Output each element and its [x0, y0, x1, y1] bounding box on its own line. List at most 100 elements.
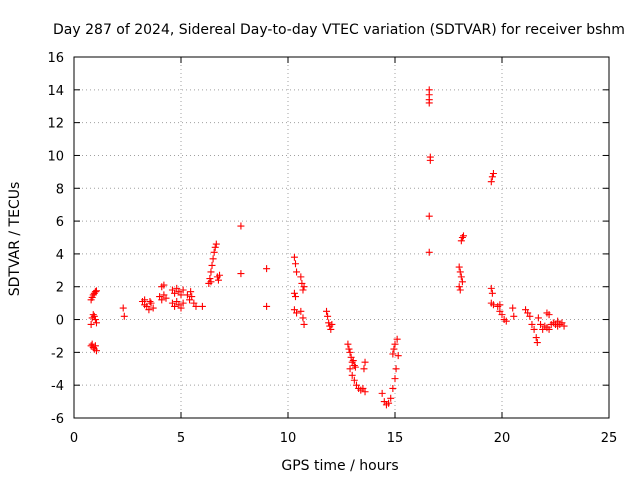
y-tick-label: 8: [56, 182, 64, 197]
x-tick-label: 20: [494, 431, 511, 446]
data-point: [537, 320, 545, 328]
grid-lines: [74, 57, 609, 418]
data-point: [188, 293, 196, 301]
data-point: [350, 376, 358, 384]
data-point: [346, 365, 354, 373]
data-point: [554, 317, 562, 325]
y-tick-label: 10: [47, 149, 64, 164]
data-point: [502, 317, 510, 325]
axis-ticks: 0 5 10 15 20 25 -6 -4 -2 0 2 4 6 8 10 12 14 16: [47, 51, 617, 446]
data-point: [323, 307, 331, 315]
data-point: [209, 255, 217, 263]
data-point: [488, 289, 496, 297]
data-point: [545, 325, 553, 333]
data-point: [530, 325, 538, 333]
data-point: [385, 399, 393, 407]
data-point: [488, 173, 496, 181]
data-point: [162, 294, 170, 302]
data-point: [208, 261, 216, 269]
data-point: [391, 340, 399, 348]
data-point: [533, 339, 541, 347]
x-tick-label: 25: [601, 431, 618, 446]
data-point: [458, 234, 466, 241]
data-point: [158, 296, 166, 304]
data-point: [291, 293, 299, 301]
data-point: [560, 322, 568, 330]
data-point: [87, 320, 95, 328]
chart-title: Day 287 of 2024, Sidereal Day-to-day VTE…: [53, 22, 625, 38]
data-point: [119, 304, 127, 312]
data-point: [458, 278, 466, 286]
data-point: [146, 297, 154, 305]
data-point: [457, 237, 465, 245]
data-point: [263, 302, 271, 310]
data-point: [389, 350, 397, 358]
data-point: [487, 178, 495, 186]
data-point: [391, 375, 399, 383]
data-point: [532, 334, 540, 342]
data-point: [348, 371, 356, 379]
data-point: [90, 312, 98, 320]
y-tick-label: -2: [51, 346, 64, 361]
data-point: [324, 312, 332, 320]
data-point: [300, 283, 308, 291]
data-point: [207, 278, 215, 286]
y-tick-label: 14: [47, 84, 64, 99]
data-point: [425, 248, 433, 256]
x-tick-label: 10: [280, 431, 297, 446]
data-point: [394, 352, 402, 360]
data-point: [455, 263, 463, 271]
data-point: [459, 232, 467, 240]
data-point: [509, 304, 517, 312]
data-point: [120, 312, 128, 320]
data-point: [183, 291, 191, 299]
data-point: [387, 394, 395, 402]
plot-frame: [73, 56, 610, 419]
data-point: [179, 299, 187, 307]
data-point: [393, 335, 401, 343]
data-point: [207, 268, 215, 276]
data-point: [344, 340, 352, 348]
data-point: [528, 320, 536, 328]
y-tick-label: 4: [56, 248, 64, 263]
y-axis-label: SDTVAR / TECUs: [7, 182, 23, 297]
data-point: [211, 243, 219, 251]
data-point: [534, 314, 542, 322]
data-point: [89, 311, 97, 319]
data-point: [526, 312, 534, 320]
data-point: [392, 365, 400, 373]
data-point: [361, 358, 369, 366]
data-point: [91, 316, 99, 324]
y-tick-label: 0: [56, 314, 64, 329]
data-point: [237, 222, 245, 230]
data-point: [198, 302, 206, 310]
data-point: [378, 389, 386, 397]
data-point: [455, 283, 463, 291]
y-tick-label: 6: [56, 215, 64, 230]
data-point: [456, 286, 464, 294]
data-point: [300, 320, 308, 328]
data-point: [545, 311, 553, 319]
data-point: [498, 311, 506, 319]
data-point: [425, 212, 433, 220]
data-point: [237, 270, 245, 278]
data-point: [325, 319, 333, 327]
data-point: [212, 240, 220, 248]
data-point: [92, 319, 100, 327]
data-point: [160, 281, 168, 289]
data-point: [351, 363, 359, 371]
data-point: [496, 301, 504, 309]
data-point: [206, 275, 214, 283]
x-tick-label: 15: [387, 431, 404, 446]
data-point: [92, 287, 100, 295]
data-point: [327, 325, 335, 333]
data-point: [389, 384, 397, 392]
data-point: [293, 309, 301, 317]
data-point: [328, 320, 336, 328]
data-point: [293, 268, 301, 276]
data-point: [456, 268, 464, 276]
data-point: [187, 288, 195, 296]
data-point: [177, 304, 185, 312]
data-point: [290, 253, 298, 261]
y-tick-label: -4: [51, 379, 64, 394]
